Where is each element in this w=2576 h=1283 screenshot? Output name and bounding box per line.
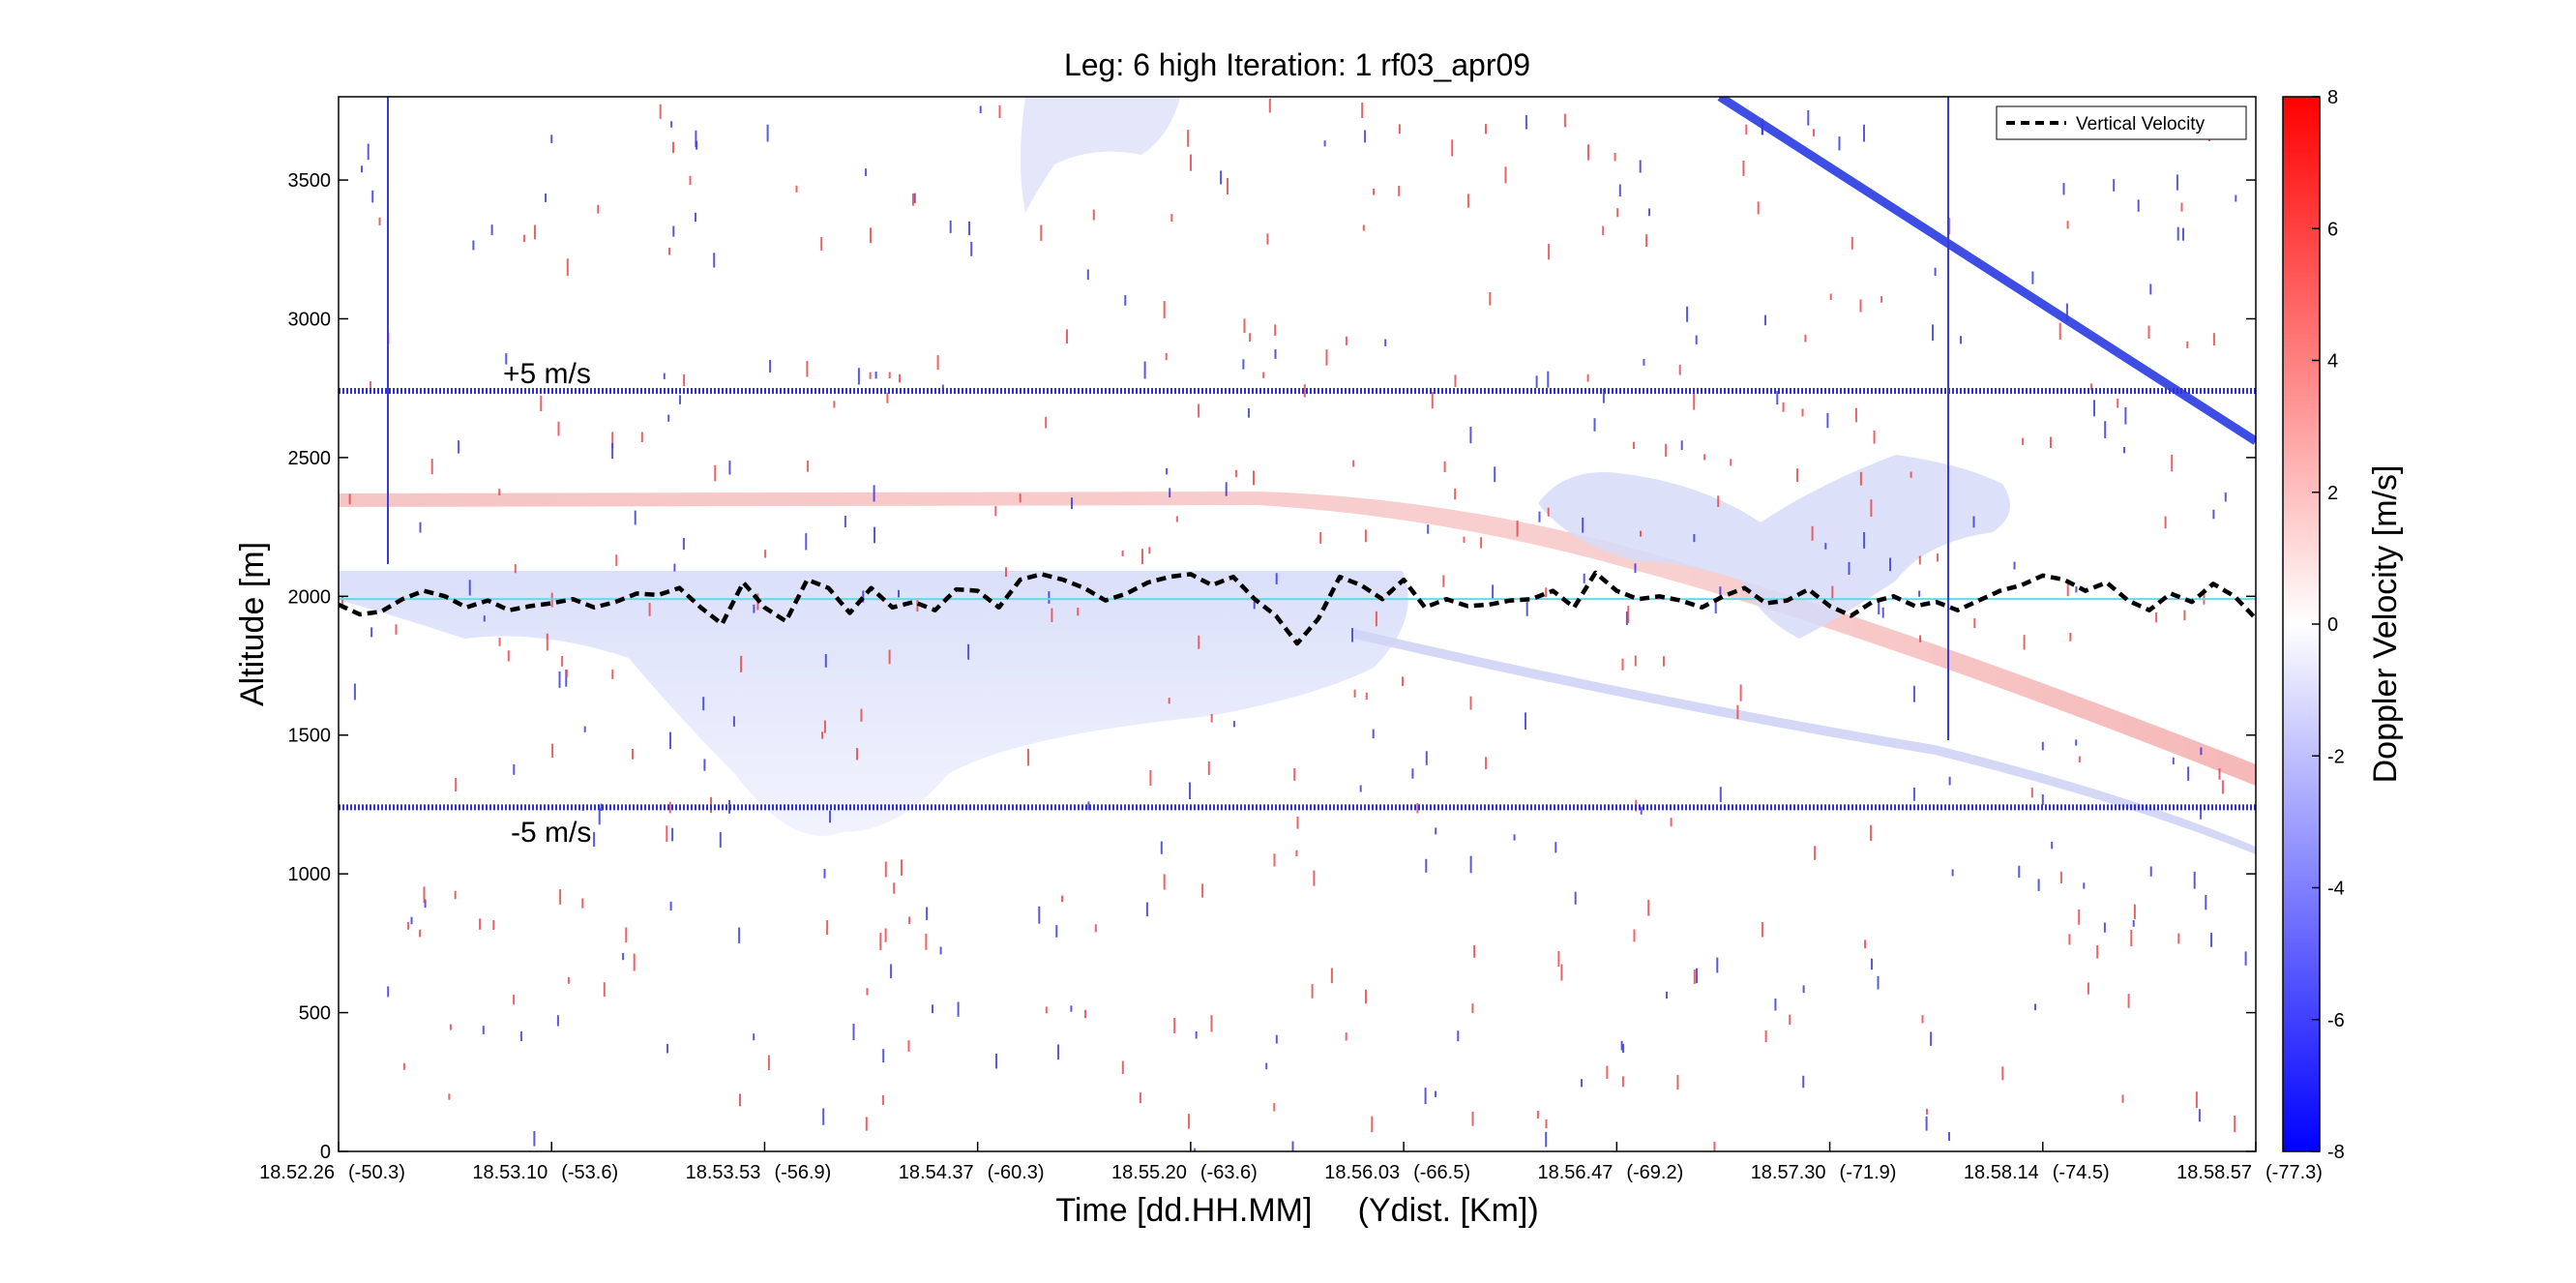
x-axis-label: Time [dd.HH.MM] (Ydist. [Km]) [1055,1192,1538,1229]
y-tick-label: 1000 [288,864,332,885]
x-tick-dist: (-77.3) [2265,1162,2323,1183]
colorbar: -8 -6 -4 -2 0 2 4 6 8 Doppler Velocity [m/s] [2282,87,2404,1163]
colorbar-tick-label: 0 [2327,614,2338,636]
x-tick-time: 18.57.30 [1751,1162,1826,1183]
x-tick-time: 18.53.53 [686,1162,761,1183]
cloud-echo [339,571,1408,836]
x-tick-dist: (-74.5) [2053,1162,2110,1183]
x-tick-time: 18.56.03 [1324,1162,1400,1183]
x-tick-time: 18.54.37 [899,1162,974,1183]
upper-cloud-echo [1538,455,2010,639]
plot-layer [339,97,2256,1151]
colorbar-tick-label: -8 [2327,1142,2345,1163]
x-tick-time: 18.55.20 [1111,1162,1187,1183]
x-tick-dist: (-71.9) [1840,1162,1897,1183]
legend-box [1996,105,2247,140]
y-tick-label: 2000 [288,586,332,608]
colorbar-tick-label: 4 [2327,351,2338,373]
chart-title: Leg: 6 high Iteration: 1 rf03_apr09 [1064,47,1530,82]
y-tick-label: 0 [320,1142,331,1163]
x-tick-dist: (-56.9) [774,1162,831,1183]
x-tick-dist: (-53.6) [561,1162,618,1183]
colorbar-tick-label: 2 [2327,483,2338,504]
x-tick-time: 18.56.47 [1537,1162,1613,1183]
reference-labels: +5 m/s -5 m/s [503,358,591,849]
y-tick-label: 1500 [288,726,332,747]
plot-frame [338,96,2257,1152]
x-axis: 18.52.26 (-50.3) 18.53.10 (-53.6) 18.53.53 (-… [259,1142,2323,1183]
colorbar-tick-label: 8 [2327,87,2338,108]
radar-echo-layer [339,97,2256,854]
x-tick-time: 18.58.14 [1964,1162,2039,1183]
x-tick-time: 18.58.57 [2176,1162,2252,1183]
x-tick-time: 18.53.10 [472,1162,548,1183]
x-tick-dist: (-63.6) [1200,1162,1258,1183]
colorbar-tick-label: -2 [2327,746,2345,767]
ref-label-lower: -5 m/s [511,817,591,849]
colorbar-label: Doppler Velocity [m/s] [2367,465,2404,784]
lower-echo-band [1354,629,2256,854]
legend: Vertical Velocity [1996,105,2247,140]
vertical-velocity-series [339,570,2256,646]
y-tick-label: 2500 [288,448,332,469]
colorbar-ticks: -8 -6 -4 -2 0 2 4 6 8 [2312,87,2345,1163]
upper-echo-band [339,492,2256,786]
series-line-0 [339,570,2256,646]
x-tick-dist: (-60.3) [988,1162,1045,1183]
x-tick-dist: (-69.2) [1626,1162,1683,1183]
x-tick-dist: (-50.3) [348,1162,405,1183]
colorbar-tick-label: -6 [2327,1010,2345,1031]
y-tick-label: 3000 [288,309,332,330]
x-tick-dist: (-66.5) [1413,1162,1470,1183]
colorbar-tick-label: -4 [2327,879,2345,900]
colorbar-tick-label: 6 [2327,219,2338,240]
y-axis-label: Altitude [m] [234,542,271,706]
top-echo [1021,97,1180,213]
legend-entry: Vertical Velocity [2076,114,2206,134]
y-tick-label: 500 [299,1003,331,1025]
aircraft-trail-echo [1717,97,2256,445]
ref-label-upper: +5 m/s [503,358,591,390]
y-axis: 0 500 1000 1500 2000 2500 3000 3500 [288,170,2256,1163]
y-tick-label: 3500 [288,170,332,192]
reference-lines [339,97,2256,811]
x-tick-time: 18.52.26 [259,1162,335,1183]
